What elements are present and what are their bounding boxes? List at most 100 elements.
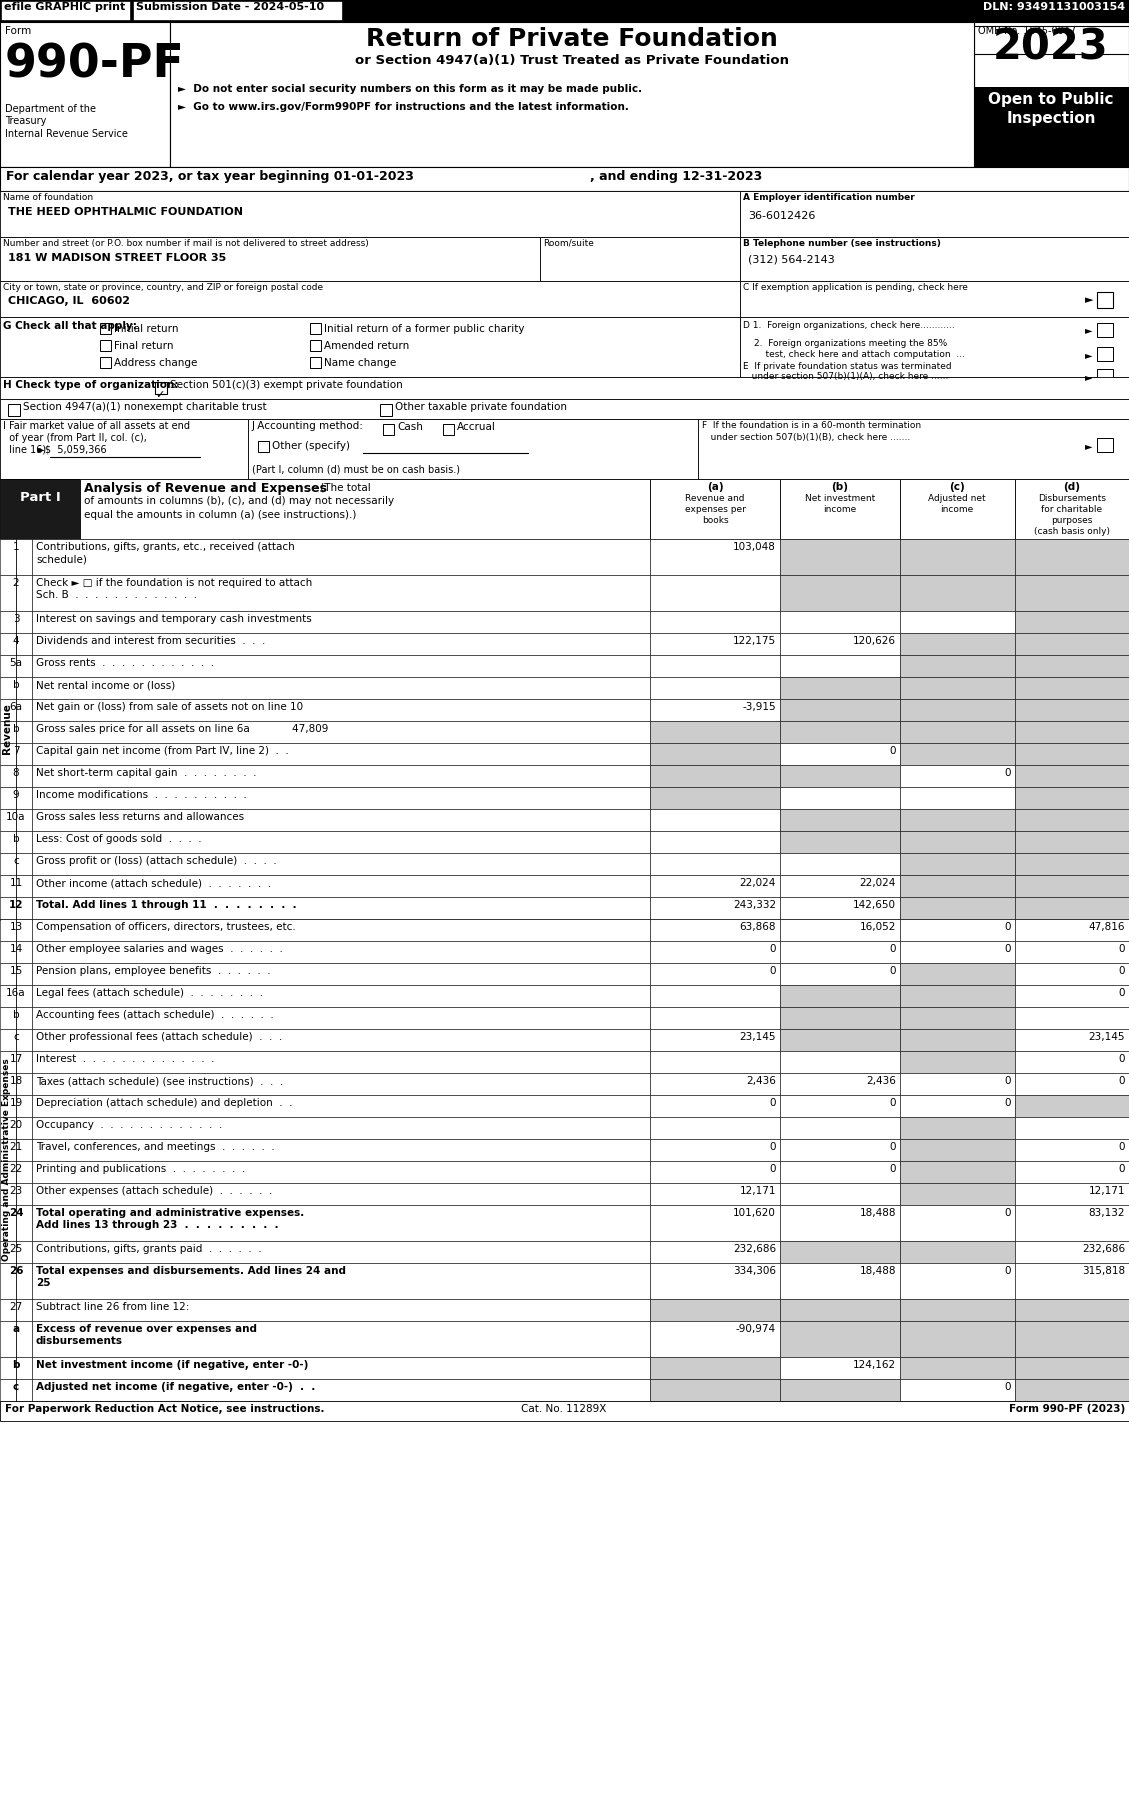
- Bar: [1015, 1379, 1129, 1401]
- Bar: [650, 1095, 780, 1117]
- Bar: [32, 1117, 650, 1138]
- Text: Section 501(c)(3) exempt private foundation: Section 501(c)(3) exempt private foundat…: [170, 379, 403, 390]
- Bar: [650, 539, 780, 575]
- Bar: [900, 678, 1015, 699]
- Bar: [0, 654, 32, 678]
- Bar: [650, 1073, 780, 1095]
- Bar: [0, 1379, 32, 1401]
- Bar: [0, 611, 32, 633]
- Text: 0: 0: [770, 1163, 776, 1174]
- Bar: [1015, 1298, 1129, 1322]
- Bar: [900, 1007, 1015, 1028]
- Text: test, check here and attach computation  ...: test, check here and attach computation …: [754, 351, 965, 360]
- Text: b: b: [12, 1010, 19, 1019]
- Bar: [32, 539, 650, 575]
- Text: 0: 0: [890, 746, 896, 755]
- Bar: [974, 25, 1129, 54]
- Bar: [32, 985, 650, 1007]
- Text: (312) 564-2143: (312) 564-2143: [749, 255, 834, 264]
- Bar: [1015, 1028, 1129, 1052]
- Bar: [900, 539, 1015, 575]
- Bar: [780, 1357, 900, 1379]
- Text: Net gain or (loss) from sale of assets not on line 10: Net gain or (loss) from sale of assets n…: [36, 701, 303, 712]
- Text: 20: 20: [9, 1120, 23, 1129]
- Bar: [0, 478, 80, 539]
- Bar: [1015, 831, 1129, 852]
- Bar: [650, 788, 780, 809]
- Bar: [1015, 1095, 1129, 1117]
- Text: 0: 0: [890, 944, 896, 955]
- Bar: [780, 721, 900, 743]
- Text: 22,024: 22,024: [739, 877, 776, 888]
- Text: 12,171: 12,171: [1088, 1187, 1124, 1196]
- Text: c: c: [14, 856, 19, 867]
- Bar: [383, 424, 394, 435]
- Bar: [170, 22, 974, 167]
- Text: Cash: Cash: [397, 423, 423, 432]
- Bar: [32, 1162, 650, 1183]
- Text: c: c: [14, 1032, 19, 1043]
- Bar: [0, 964, 32, 985]
- Text: 2023: 2023: [994, 27, 1109, 68]
- Bar: [1015, 919, 1129, 940]
- Text: Final return: Final return: [114, 342, 174, 351]
- Text: Contributions, gifts, grants, etc., received (attach
schedule): Contributions, gifts, grants, etc., rece…: [36, 541, 295, 565]
- Bar: [0, 831, 32, 852]
- Bar: [32, 964, 650, 985]
- Bar: [780, 876, 900, 897]
- Text: 18,488: 18,488: [859, 1266, 896, 1277]
- Bar: [32, 1262, 650, 1298]
- Text: Address change: Address change: [114, 358, 198, 369]
- Bar: [1097, 347, 1113, 361]
- Bar: [1015, 764, 1129, 788]
- Bar: [650, 611, 780, 633]
- Bar: [650, 1117, 780, 1138]
- Bar: [32, 678, 650, 699]
- Text: F  If the foundation is in a 60-month termination: F If the foundation is in a 60-month ter…: [702, 421, 921, 430]
- Text: 0: 0: [890, 1099, 896, 1108]
- Bar: [780, 1241, 900, 1262]
- Bar: [1015, 1183, 1129, 1205]
- Text: 27: 27: [9, 1302, 23, 1313]
- Text: Legal fees (attach schedule)  .  .  .  .  .  .  .  .: Legal fees (attach schedule) . . . . . .…: [36, 987, 263, 998]
- Text: , and ending 12-31-2023: , and ending 12-31-2023: [590, 171, 762, 183]
- Text: (d): (d): [1064, 482, 1080, 493]
- Bar: [900, 721, 1015, 743]
- Text: 3: 3: [12, 613, 19, 624]
- Text: Other employee salaries and wages  .  .  .  .  .  .: Other employee salaries and wages . . . …: [36, 944, 283, 955]
- Bar: [0, 22, 170, 167]
- Text: Operating and Administrative Expenses: Operating and Administrative Expenses: [2, 1059, 11, 1262]
- Bar: [1015, 575, 1129, 611]
- Text: (c): (c): [949, 482, 965, 493]
- Text: 15: 15: [9, 966, 23, 976]
- Text: Other (specify): Other (specify): [272, 441, 350, 451]
- Bar: [310, 324, 321, 334]
- Text: E  If private foundation status was terminated: E If private foundation status was termi…: [743, 361, 952, 370]
- Text: 0: 0: [770, 944, 776, 955]
- Bar: [780, 539, 900, 575]
- Bar: [650, 678, 780, 699]
- Bar: [650, 940, 780, 964]
- Bar: [32, 699, 650, 721]
- Text: Name change: Name change: [324, 358, 396, 369]
- Bar: [1097, 439, 1113, 451]
- Bar: [780, 1095, 900, 1117]
- Text: Taxes (attach schedule) (see instructions)  .  .  .: Taxes (attach schedule) (see instruction…: [36, 1075, 283, 1086]
- Text: Total operating and administrative expenses.
Add lines 13 through 23  .  .  .  .: Total operating and administrative expen…: [36, 1208, 304, 1230]
- Bar: [900, 852, 1015, 876]
- Text: 1: 1: [12, 541, 19, 552]
- Text: 4: 4: [12, 636, 19, 645]
- Text: Compensation of officers, directors, trustees, etc.: Compensation of officers, directors, tru…: [36, 922, 296, 931]
- Text: Net investment
income: Net investment income: [805, 494, 875, 514]
- Bar: [1015, 788, 1129, 809]
- Text: ►: ►: [1085, 372, 1093, 381]
- Text: -90,974: -90,974: [736, 1323, 776, 1334]
- Bar: [650, 1138, 780, 1162]
- Text: D 1.  Foreign organizations, check here............: D 1. Foreign organizations, check here..…: [743, 322, 955, 331]
- Text: under section 507(b)(1)(B), check here .......: under section 507(b)(1)(B), check here .…: [702, 433, 910, 442]
- Text: 23: 23: [9, 1187, 23, 1196]
- Text: Name of foundation: Name of foundation: [3, 192, 93, 201]
- Text: THE HEED OPHTHALMIC FOUNDATION: THE HEED OPHTHALMIC FOUNDATION: [8, 207, 243, 218]
- Bar: [0, 852, 32, 876]
- Bar: [650, 633, 780, 654]
